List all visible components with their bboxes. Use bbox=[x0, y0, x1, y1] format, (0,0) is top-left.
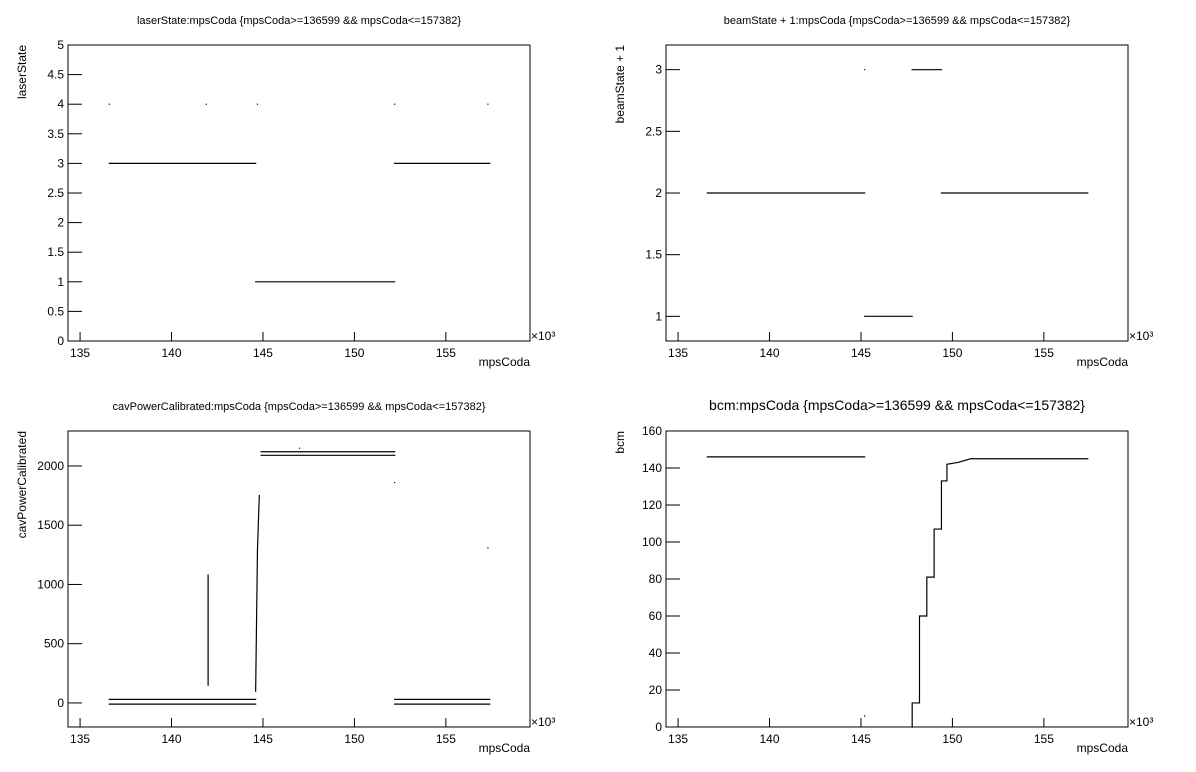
y-axis-label: bcm bbox=[613, 431, 627, 454]
x-tick-label: 140 bbox=[760, 732, 780, 746]
y-tick-label: 160 bbox=[642, 424, 662, 438]
y-tick-label: 0 bbox=[655, 720, 662, 734]
x-tick-label: 155 bbox=[436, 346, 456, 360]
y-tick-label: 40 bbox=[649, 646, 663, 660]
y-tick-label: 1500 bbox=[37, 518, 64, 532]
y-tick-label: 2 bbox=[655, 186, 662, 200]
y-tick-label: 1.5 bbox=[645, 248, 662, 262]
x-multiplier: ×10³ bbox=[531, 715, 555, 729]
x-tick-label: 155 bbox=[436, 732, 456, 746]
y-axis-label: laserState bbox=[15, 45, 29, 99]
y-tick-label: 120 bbox=[642, 498, 662, 512]
x-tick-label: 150 bbox=[942, 732, 962, 746]
y-tick-label: 3 bbox=[57, 156, 64, 170]
y-tick-label: 0 bbox=[57, 334, 64, 348]
y-tick-label: 140 bbox=[642, 461, 662, 475]
y-tick-label: 3.5 bbox=[47, 127, 64, 141]
x-axis-label: mpsCoda bbox=[479, 741, 531, 755]
x-tick-label: 140 bbox=[162, 732, 182, 746]
y-tick-label: 1 bbox=[655, 309, 662, 323]
y-tick-label: 0 bbox=[57, 696, 64, 710]
x-axis-label: mpsCoda bbox=[1077, 355, 1129, 369]
y-tick-label: 4 bbox=[57, 97, 64, 111]
y-tick-label: 20 bbox=[649, 683, 663, 697]
y-tick-label: 60 bbox=[649, 609, 663, 623]
frame bbox=[665, 430, 1129, 728]
y-axis-label: cavPowerCalibrated bbox=[15, 431, 29, 538]
y-tick-label: 4.5 bbox=[47, 68, 64, 82]
y-tick-label: 2.5 bbox=[47, 186, 64, 200]
x-multiplier: ×10³ bbox=[531, 329, 555, 343]
y-tick-label: 100 bbox=[642, 535, 662, 549]
x-tick-label: 150 bbox=[344, 732, 364, 746]
y-axis-label: beamState + 1 bbox=[613, 45, 627, 124]
frame bbox=[67, 44, 531, 342]
x-tick-label: 145 bbox=[851, 346, 871, 360]
data-line bbox=[108, 103, 491, 283]
x-tick-label: 150 bbox=[942, 346, 962, 360]
data-line bbox=[108, 447, 491, 705]
y-tick-label: 80 bbox=[649, 572, 663, 586]
frame bbox=[67, 430, 531, 728]
y-tick-label: 2.5 bbox=[645, 124, 662, 138]
chart-title: cavPowerCalibrated:mpsCoda {mpsCoda>=136… bbox=[112, 401, 485, 413]
y-tick-label: 5 bbox=[57, 38, 64, 52]
x-tick-label: 135 bbox=[70, 732, 90, 746]
x-axis-label: mpsCoda bbox=[479, 355, 531, 369]
x-tick-label: 150 bbox=[344, 346, 364, 360]
y-tick-label: 1 bbox=[57, 275, 64, 289]
x-tick-label: 145 bbox=[253, 732, 273, 746]
x-tick-label: 140 bbox=[162, 346, 182, 360]
x-multiplier: ×10³ bbox=[1129, 715, 1153, 729]
x-tick-label: 155 bbox=[1034, 732, 1054, 746]
chart-title: bcm:mpsCoda {mpsCoda>=136599 && mpsCoda<… bbox=[709, 397, 1085, 413]
x-tick-label: 155 bbox=[1034, 346, 1054, 360]
x-tick-label: 135 bbox=[668, 732, 688, 746]
y-tick-label: 500 bbox=[44, 637, 64, 651]
x-tick-label: 135 bbox=[668, 346, 688, 360]
data-line bbox=[706, 456, 1089, 728]
x-tick-label: 145 bbox=[851, 732, 871, 746]
chart-title: laserState:mpsCoda {mpsCoda>=136599 && m… bbox=[137, 15, 461, 27]
y-tick-label: 3 bbox=[655, 63, 662, 77]
x-tick-label: 135 bbox=[70, 346, 90, 360]
x-axis-label: mpsCoda bbox=[1077, 741, 1129, 755]
y-tick-label: 0.5 bbox=[47, 304, 64, 318]
data-line bbox=[706, 69, 1089, 317]
y-tick-label: 2 bbox=[57, 216, 64, 230]
x-multiplier: ×10³ bbox=[1129, 329, 1153, 343]
chart-title: beamState + 1:mpsCoda {mpsCoda>=136599 &… bbox=[724, 15, 1071, 27]
y-tick-label: 2000 bbox=[37, 459, 64, 473]
x-tick-label: 140 bbox=[760, 346, 780, 360]
y-tick-label: 1.5 bbox=[47, 245, 64, 259]
x-tick-label: 145 bbox=[253, 346, 273, 360]
y-tick-label: 1000 bbox=[37, 577, 64, 591]
